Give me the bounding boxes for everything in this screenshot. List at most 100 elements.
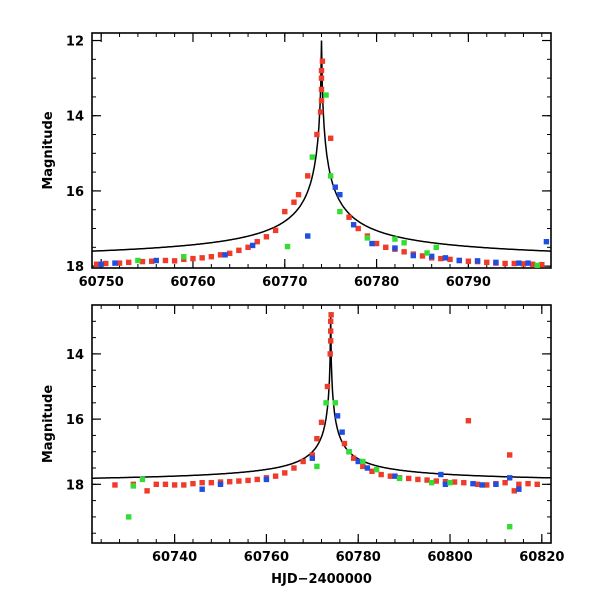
green-data-point: [314, 463, 320, 470]
x-tick-label: 60770: [262, 275, 307, 290]
blue-data-point: [410, 252, 416, 259]
blue-data-point: [332, 184, 338, 190]
blue-data-point: [456, 257, 462, 264]
red-data-point: [153, 481, 159, 488]
green-data-point: [130, 483, 137, 489]
green-data-point: [424, 250, 430, 256]
red-data-point: [208, 254, 215, 260]
blue-data-point: [355, 458, 361, 465]
red-data-point: [103, 260, 109, 267]
red-data-point: [162, 481, 169, 488]
green-data-point: [433, 244, 439, 251]
model-curve: [92, 40, 551, 252]
red-data-point: [171, 482, 178, 488]
green-data-point: [284, 243, 291, 250]
green-data-point: [392, 236, 398, 242]
red-data-point: [383, 244, 389, 251]
red-data-point: [438, 255, 444, 262]
green-data-point: [360, 458, 366, 465]
red-data-point: [465, 418, 472, 424]
blue-data-point: [222, 252, 228, 258]
red-data-point: [190, 480, 196, 487]
red-data-point: [484, 259, 490, 266]
blue-data-point: [350, 222, 357, 228]
blue-data-point: [516, 486, 522, 492]
red-data-point: [373, 240, 380, 247]
green-data-point: [139, 476, 146, 483]
red-data-point: [378, 471, 384, 478]
x-tick-label: 60760: [170, 275, 215, 290]
red-data-point: [319, 58, 326, 64]
blue-data-point: [470, 480, 476, 487]
red-data-point: [314, 131, 320, 138]
x-tick-label: 60760: [244, 550, 289, 565]
red-data-point: [506, 452, 513, 458]
red-data-point: [525, 480, 531, 487]
red-data-point: [112, 482, 118, 488]
red-data-point: [516, 481, 522, 488]
blue-data-point: [199, 486, 205, 492]
red-data-point: [282, 208, 288, 215]
red-data-point: [162, 257, 169, 264]
red-data-point: [190, 255, 196, 262]
red-data-point: [465, 258, 472, 264]
blue-data-point: [506, 475, 513, 481]
x-tick-label: 60790: [446, 275, 491, 290]
red-data-point: [171, 258, 178, 264]
red-data-point: [327, 338, 334, 344]
y-tick-label: 18: [66, 260, 84, 275]
red-data-point: [263, 234, 270, 240]
red-data-point: [355, 225, 361, 232]
red-data-point: [451, 479, 458, 485]
y-tick-label: 14: [66, 348, 84, 363]
x-tick-label: 60780: [354, 275, 399, 290]
red-data-point: [484, 482, 490, 488]
red-data-point: [93, 261, 100, 267]
red-data-point: [272, 227, 279, 234]
red-data-point: [520, 261, 527, 267]
red-data-point: [502, 260, 508, 267]
red-data-point: [511, 488, 517, 494]
green-data-point: [396, 475, 403, 482]
red-data-point: [305, 173, 311, 179]
green-data-point: [373, 466, 380, 473]
blue-data-point: [516, 260, 522, 266]
red-data-point: [511, 260, 517, 267]
red-data-point: [317, 109, 324, 115]
green-data-point: [447, 479, 453, 486]
x-axis-title: HJD−2400000: [271, 572, 372, 587]
red-data-point: [474, 481, 481, 488]
red-data-point: [300, 458, 306, 465]
red-data-point: [126, 259, 132, 266]
y-tick-label: 14: [66, 110, 84, 125]
bottom-light-curve-panel: 60740 60760 60780 60800 60820 14 16 18 Magnitude…: [41, 304, 564, 587]
red-data-point: [350, 455, 357, 461]
y-axis-title: Magnitude: [41, 111, 56, 190]
red-data-point: [199, 255, 205, 261]
green-data-point: [126, 514, 132, 520]
blue-data-point: [392, 245, 398, 251]
green-data-point: [337, 208, 343, 215]
green-data-point: [534, 262, 540, 268]
red-data-point: [254, 238, 260, 245]
y-tick-label: 18: [66, 478, 84, 493]
blue-data-point: [442, 481, 449, 488]
blue-data-point: [525, 260, 531, 266]
blue-data-point: [217, 481, 224, 488]
red-data-point: [217, 252, 224, 258]
red-data-point: [433, 478, 439, 484]
red-data-point: [236, 478, 242, 484]
green-data-point: [506, 523, 513, 530]
blue-data-point: [442, 255, 449, 261]
green-data-point: [327, 173, 334, 179]
blue-data-point: [153, 257, 159, 264]
blue-data-point: [263, 476, 270, 483]
red-data-point: [502, 479, 508, 486]
red-data-point: [148, 258, 155, 264]
green-data-point: [181, 254, 187, 260]
blue-data-point: [112, 260, 118, 266]
y-tick-label: 16: [66, 185, 84, 200]
red-data-point: [139, 258, 146, 265]
blue-data-point: [392, 473, 398, 479]
